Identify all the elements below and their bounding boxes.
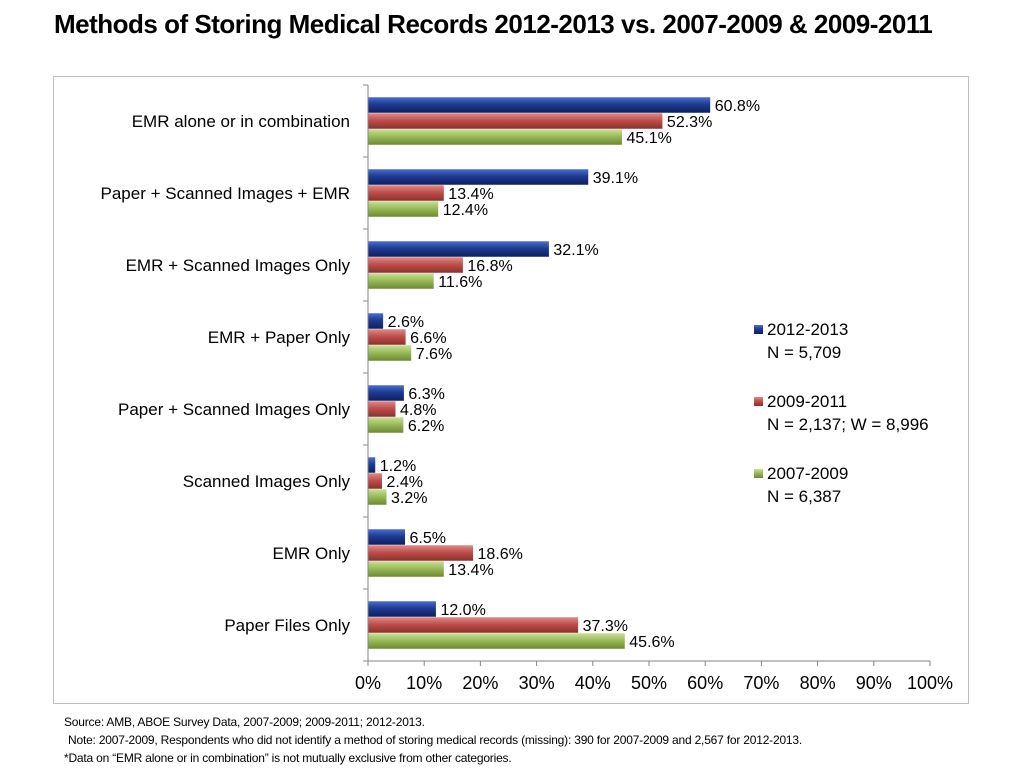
bar-2012-2013-emr-paper-only — [368, 313, 384, 329]
x-tick-label: 50% — [631, 673, 667, 693]
bar-2009-2011-emr-paper-only — [368, 329, 406, 345]
bar-2012-2013-scanned-images-only — [368, 457, 376, 473]
bar-2009-2011-emr-only — [368, 545, 474, 561]
data-label-2009-2011-emr-only: 18.6% — [478, 546, 523, 563]
legend-label-2009-2011: 2009-2011 — [767, 392, 847, 411]
category-label-paper-files-only: Paper Files Only — [224, 616, 350, 635]
plot-area: 0% 10% 20% 30% 40% 50% 60% 70% 80% 90% 100% EMR alo… — [101, 84, 953, 693]
legend-swatch-2007-2009 — [754, 469, 763, 478]
x-tick-label: 40% — [575, 673, 611, 693]
data-label-2009-2011-paper-files-only: 37.3% — [583, 618, 628, 635]
data-label-2012-2013-emr-paper-only: 2.6% — [388, 314, 424, 331]
data-label-2009-2011-emr-alone-or-in-combination: 52.3% — [667, 114, 712, 131]
bar-2007-2009-scanned-images-only — [368, 489, 387, 505]
data-label-2007-2009-emr-paper-only: 7.6% — [416, 346, 452, 363]
x-tick-label: 0% — [355, 673, 381, 693]
bar-2007-2009-paper-scanned-images-emr — [368, 201, 439, 217]
source-note: Source: AMB, ABOE Survey Data, 2007-2009… — [64, 715, 425, 729]
x-tick-label: 100% — [907, 673, 953, 693]
x-tick-label: 20% — [462, 673, 498, 693]
chart-frame: 0% 10% 20% 30% 40% 50% 60% 70% 80% 90% 100% EMR alo… — [53, 76, 969, 704]
data-label-2009-2011-paper-scanned-images-only: 4.8% — [400, 402, 436, 419]
x-tick-label: 80% — [800, 673, 836, 693]
legend: 2012-2013 N = 5,709 2009-2011 N = 2,137; W … — [754, 320, 929, 506]
bar-2009-2011-emr-alone-or-in-combination — [368, 113, 663, 129]
data-label-2007-2009-scanned-images-only: 3.2% — [391, 490, 427, 507]
category-label-emr-paper-only: EMR + Paper Only — [208, 328, 351, 347]
bar-2009-2011-scanned-images-only — [368, 473, 382, 489]
data-label-2012-2013-scanned-images-only: 1.2% — [380, 458, 416, 475]
category-label-emr-only: EMR Only — [273, 544, 351, 563]
legend-label-2012-2013: 2012-2013 — [767, 320, 848, 339]
category-label-emr-alone-or-in-combination: EMR alone or in combination — [132, 112, 350, 131]
category-label-paper-scanned-images-emr: Paper + Scanned Images + EMR — [101, 184, 350, 203]
x-tick-label: 90% — [856, 673, 892, 693]
data-label-2012-2013-emr-only: 6.5% — [410, 530, 446, 547]
bar-2009-2011-emr-scanned-images-only — [368, 257, 463, 273]
legend-swatch-2012-2013 — [754, 325, 763, 334]
legend-sample-2012-2013: N = 5,709 — [767, 343, 841, 362]
bar-2012-2013-emr-alone-or-in-combination — [368, 97, 711, 113]
data-label-2012-2013-emr-alone-or-in-combination: 60.8% — [715, 98, 760, 115]
bar-2007-2009-emr-paper-only — [368, 345, 412, 361]
data-label-2007-2009-emr-alone-or-in-combination: 45.1% — [626, 130, 671, 147]
data-label-2009-2011-scanned-images-only: 2.4% — [386, 474, 422, 491]
page-title: Methods of Storing Medical Records 2012-… — [54, 9, 933, 39]
data-label-2009-2011-paper-scanned-images-emr: 13.4% — [448, 186, 493, 203]
x-tick-label: 70% — [743, 673, 779, 693]
bar-2012-2013-paper-files-only — [368, 601, 436, 617]
category-label-emr-scanned-images-only: EMR + Scanned Images Only — [126, 256, 351, 275]
legend-label-2007-2009: 2007-2009 — [767, 464, 848, 483]
bar-2007-2009-emr-alone-or-in-combination — [368, 129, 622, 145]
bar-2009-2011-paper-scanned-images-emr — [368, 185, 444, 201]
x-tick-label: 10% — [406, 673, 442, 693]
legend-swatch-2009-2011 — [754, 397, 763, 406]
data-label-2012-2013-paper-files-only: 12.0% — [440, 602, 485, 619]
category-label-paper-scanned-images-only: Paper + Scanned Images Only — [118, 400, 350, 419]
x-tick-label: 60% — [687, 673, 723, 693]
exclusivity-note: *Data on “EMR alone or in combination” i… — [64, 751, 512, 765]
data-label-2009-2011-emr-scanned-images-only: 16.8% — [467, 258, 512, 275]
data-label-2009-2011-emr-paper-only: 6.6% — [410, 330, 446, 347]
category-label-scanned-images-only: Scanned Images Only — [183, 472, 351, 491]
bar-2007-2009-emr-scanned-images-only — [368, 273, 434, 289]
footnotes: Source: AMB, ABOE Survey Data, 2007-2009… — [64, 713, 1014, 767]
data-label-2007-2009-paper-scanned-images-emr: 12.4% — [443, 202, 488, 219]
data-label-2012-2013-paper-scanned-images-emr: 39.1% — [593, 170, 638, 187]
bar-2007-2009-emr-only — [368, 561, 444, 577]
bar-2007-2009-paper-scanned-images-only — [368, 417, 404, 433]
bar-2012-2013-paper-scanned-images-emr — [368, 169, 589, 185]
bar-2009-2011-paper-scanned-images-only — [368, 401, 396, 417]
missing-data-note: Note: 2007-2009, Respondents who did not… — [68, 733, 803, 747]
bar-chart: 0% 10% 20% 30% 40% 50% 60% 70% 80% 90% 100% EMR alo… — [101, 84, 953, 693]
x-tick-label: 30% — [519, 673, 555, 693]
data-label-2007-2009-paper-files-only: 45.6% — [629, 634, 674, 651]
bar-2009-2011-paper-files-only — [368, 617, 579, 633]
data-label-2012-2013-paper-scanned-images-only: 6.3% — [408, 386, 444, 403]
bar-2012-2013-paper-scanned-images-only — [368, 385, 404, 401]
legend-sample-2009-2011: N = 2,137; W = 8,996 — [767, 415, 929, 434]
data-label-2012-2013-emr-scanned-images-only: 32.1% — [553, 242, 598, 259]
data-label-2007-2009-paper-scanned-images-only: 6.2% — [408, 418, 444, 435]
bar-2012-2013-emr-scanned-images-only — [368, 241, 549, 257]
legend-sample-2007-2009: N = 6,387 — [767, 487, 841, 506]
data-label-2007-2009-emr-scanned-images-only: 11.6% — [438, 274, 482, 291]
bar-2007-2009-paper-files-only — [368, 633, 625, 649]
data-label-2007-2009-emr-only: 13.4% — [448, 562, 493, 579]
bar-2012-2013-emr-only — [368, 529, 406, 545]
